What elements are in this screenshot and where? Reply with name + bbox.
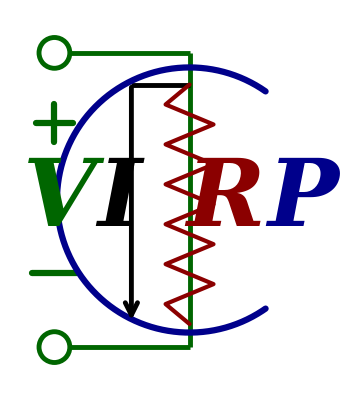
Text: I: I <box>97 155 142 245</box>
Text: P: P <box>267 155 338 245</box>
Text: R: R <box>186 155 265 245</box>
Text: V: V <box>23 155 96 245</box>
